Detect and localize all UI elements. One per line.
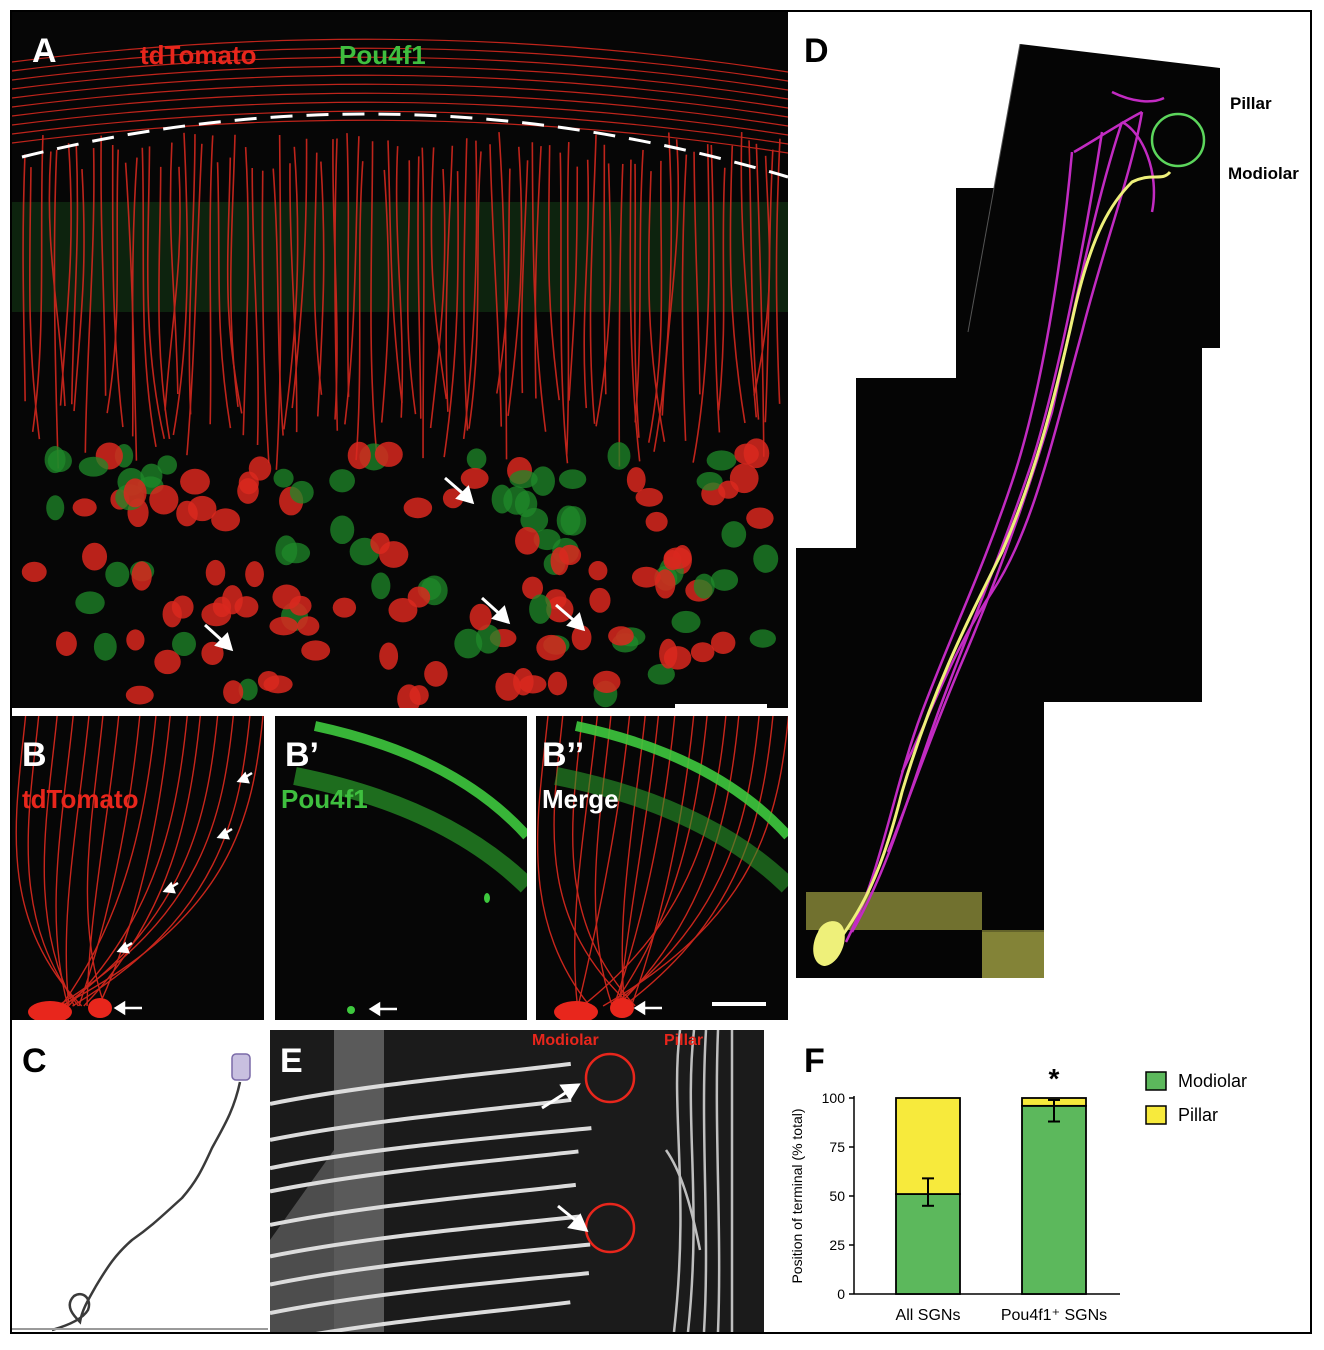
panel-f-chart: 0 25 50 75 100 Position of terminal (% total)… — [770, 1030, 1310, 1332]
panel-b2-channel: Merge — [542, 784, 619, 814]
legend-swatch-pillar — [1145, 1105, 1167, 1125]
panel-f-label: F — [804, 1042, 825, 1080]
panel-e-micrograph — [270, 1030, 764, 1332]
panel-b1-image: B’ Pou4f1 — [275, 716, 527, 1020]
panel-d-annot-modiolar: Modiolar — [1228, 164, 1299, 183]
panel-b2-image: B’’ Merge — [536, 716, 788, 1020]
y-tick-label: 0 — [837, 1286, 845, 1302]
y-tick-label: 50 — [829, 1188, 845, 1204]
panel-f-stacked-bar-chart: 0 25 50 75 100 Position of terminal (% total)… — [789, 1063, 1247, 1324]
panel-e-image: E Modiolar Pillar — [270, 1030, 764, 1332]
panel-b-micrograph — [12, 716, 264, 1020]
panel-b1-micrograph — [275, 716, 527, 1020]
panel-e-annot-modiolar: Modiolar — [532, 1032, 599, 1049]
panel-b1-channel: Pou4f1 — [281, 784, 368, 814]
y-axis-label: Position of terminal (% total) — [789, 1108, 805, 1283]
panel-d-annot-pillar: Pillar — [1230, 94, 1272, 113]
significance-marker: * — [1049, 1063, 1060, 1094]
panel-a-label: A — [32, 32, 57, 70]
panel-c-tracing: C — [12, 1030, 268, 1332]
panel-a-channel-red: tdTomato — [140, 40, 257, 70]
y-tick-label: 25 — [829, 1237, 845, 1253]
panel-b1-label: B’ — [285, 736, 319, 774]
panel-d-3d-tracing — [796, 43, 1220, 978]
panel-e-annot-pillar: Pillar — [664, 1032, 704, 1049]
panel-b-label: B — [22, 736, 47, 774]
legend-swatch-modiolar — [1145, 1071, 1167, 1091]
bar-modiolar-2 — [1021, 1104, 1087, 1295]
panel-d-label: D — [804, 32, 829, 70]
panel-c-neuron-tracing — [12, 1053, 268, 1332]
bar-modiolar-1 — [895, 1193, 961, 1295]
panel-b2-micrograph — [536, 716, 788, 1020]
panel-a-channel-green: Pou4f1 — [339, 40, 426, 70]
panel-d-reconstruction: D Pillar Modiolar — [792, 12, 1310, 1022]
legend-label-modiolar: Modiolar — [1178, 1071, 1247, 1091]
panel-b2-label: B’’ — [542, 736, 585, 774]
x-tick-label: All SGNs — [896, 1307, 961, 1324]
panel-c-label: C — [22, 1042, 47, 1080]
y-tick-label: 100 — [822, 1090, 846, 1106]
panel-a-micrograph — [12, 12, 788, 708]
legend-label-pillar: Pillar — [1178, 1105, 1218, 1125]
panel-e-label: E — [280, 1042, 303, 1080]
y-tick-label: 75 — [829, 1139, 845, 1155]
panel-a-image: A tdTomato Pou4f1 — [12, 12, 788, 708]
panel-b-channel: tdTomato — [22, 784, 139, 814]
panel-b-image: B tdTomato — [12, 716, 264, 1020]
x-tick-label: Pou4f1⁺ SGNs — [1001, 1307, 1107, 1324]
